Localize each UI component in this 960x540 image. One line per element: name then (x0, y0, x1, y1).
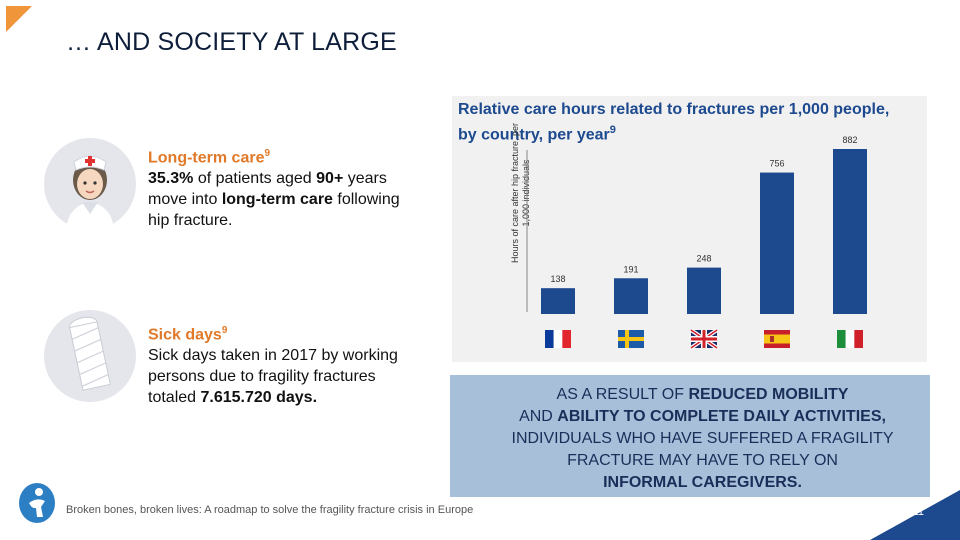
ltc-text-3: move into (148, 191, 222, 209)
corner-accent (6, 6, 32, 32)
callout-line4: FRACTURE MAY HAVE TO RELY ON (567, 452, 838, 469)
ltc-text-2: years (343, 170, 387, 188)
long-term-care-section: Long-term care9 35.3% of patients aged 9… (148, 143, 448, 231)
sick-days-heading: Sick days (148, 326, 222, 344)
callout-line1: AS A RESULT OF (556, 386, 689, 403)
ltc-text-1: of patients aged (193, 170, 317, 188)
callout-box (450, 375, 930, 497)
page-number-tab (870, 490, 960, 540)
callout-line3: INDIVIDUALS WHO HAVE SUFFERED A FRAGILIT… (511, 430, 894, 447)
sick-days-section: Sick days9 Sick days taken in 2017 by wo… (148, 320, 448, 408)
ltc-text-5: hip fracture. (148, 212, 233, 230)
nurse-icon (44, 138, 136, 230)
callout-text: AS A RESULT OF REDUCED MOBILITY AND ABIL… (470, 384, 935, 494)
sick-days-text-3: totaled (148, 389, 201, 407)
callout-bold2: ABILITY TO COMPLETE DAILY ACTIVITIES, (557, 408, 886, 425)
ltc-bold-care: long-term care (221, 191, 333, 209)
chart-title-text: Relative care hours related to fractures… (458, 101, 890, 144)
logo-icon (19, 483, 55, 523)
bandaged-arm-icon (44, 310, 136, 402)
footer-source: Broken bones, broken lives: A roadmap to… (66, 504, 474, 516)
long-term-care-footnote: 9 (264, 148, 271, 159)
chart-title-footnote: 9 (609, 124, 616, 136)
long-term-care-heading: Long-term care (148, 149, 265, 167)
y-axis-label: Hours of care after hip fracture, per 1,… (510, 122, 531, 264)
sick-days-text-2: persons due to fragility fractures (148, 368, 376, 386)
sick-days-text-1: Sick days taken in 2017 by working (148, 347, 398, 365)
chart-title: Relative care hours related to fractures… (458, 100, 898, 145)
sick-days-footnote: 9 (221, 325, 228, 336)
ltc-text-4: following (332, 191, 400, 209)
sick-days-total: 7.615.720 days. (200, 389, 318, 407)
callout-line2: AND (519, 408, 558, 425)
slide-title: … AND SOCIETY AT LARGE (66, 28, 397, 56)
ltc-age: 90+ (316, 170, 344, 188)
page-number: 11 (912, 506, 924, 518)
callout-bold1: REDUCED MOBILITY (688, 386, 849, 403)
ltc-percentage: 35.3% (148, 170, 194, 188)
callout-bold5: INFORMAL CAREGIVERS. (603, 474, 802, 491)
